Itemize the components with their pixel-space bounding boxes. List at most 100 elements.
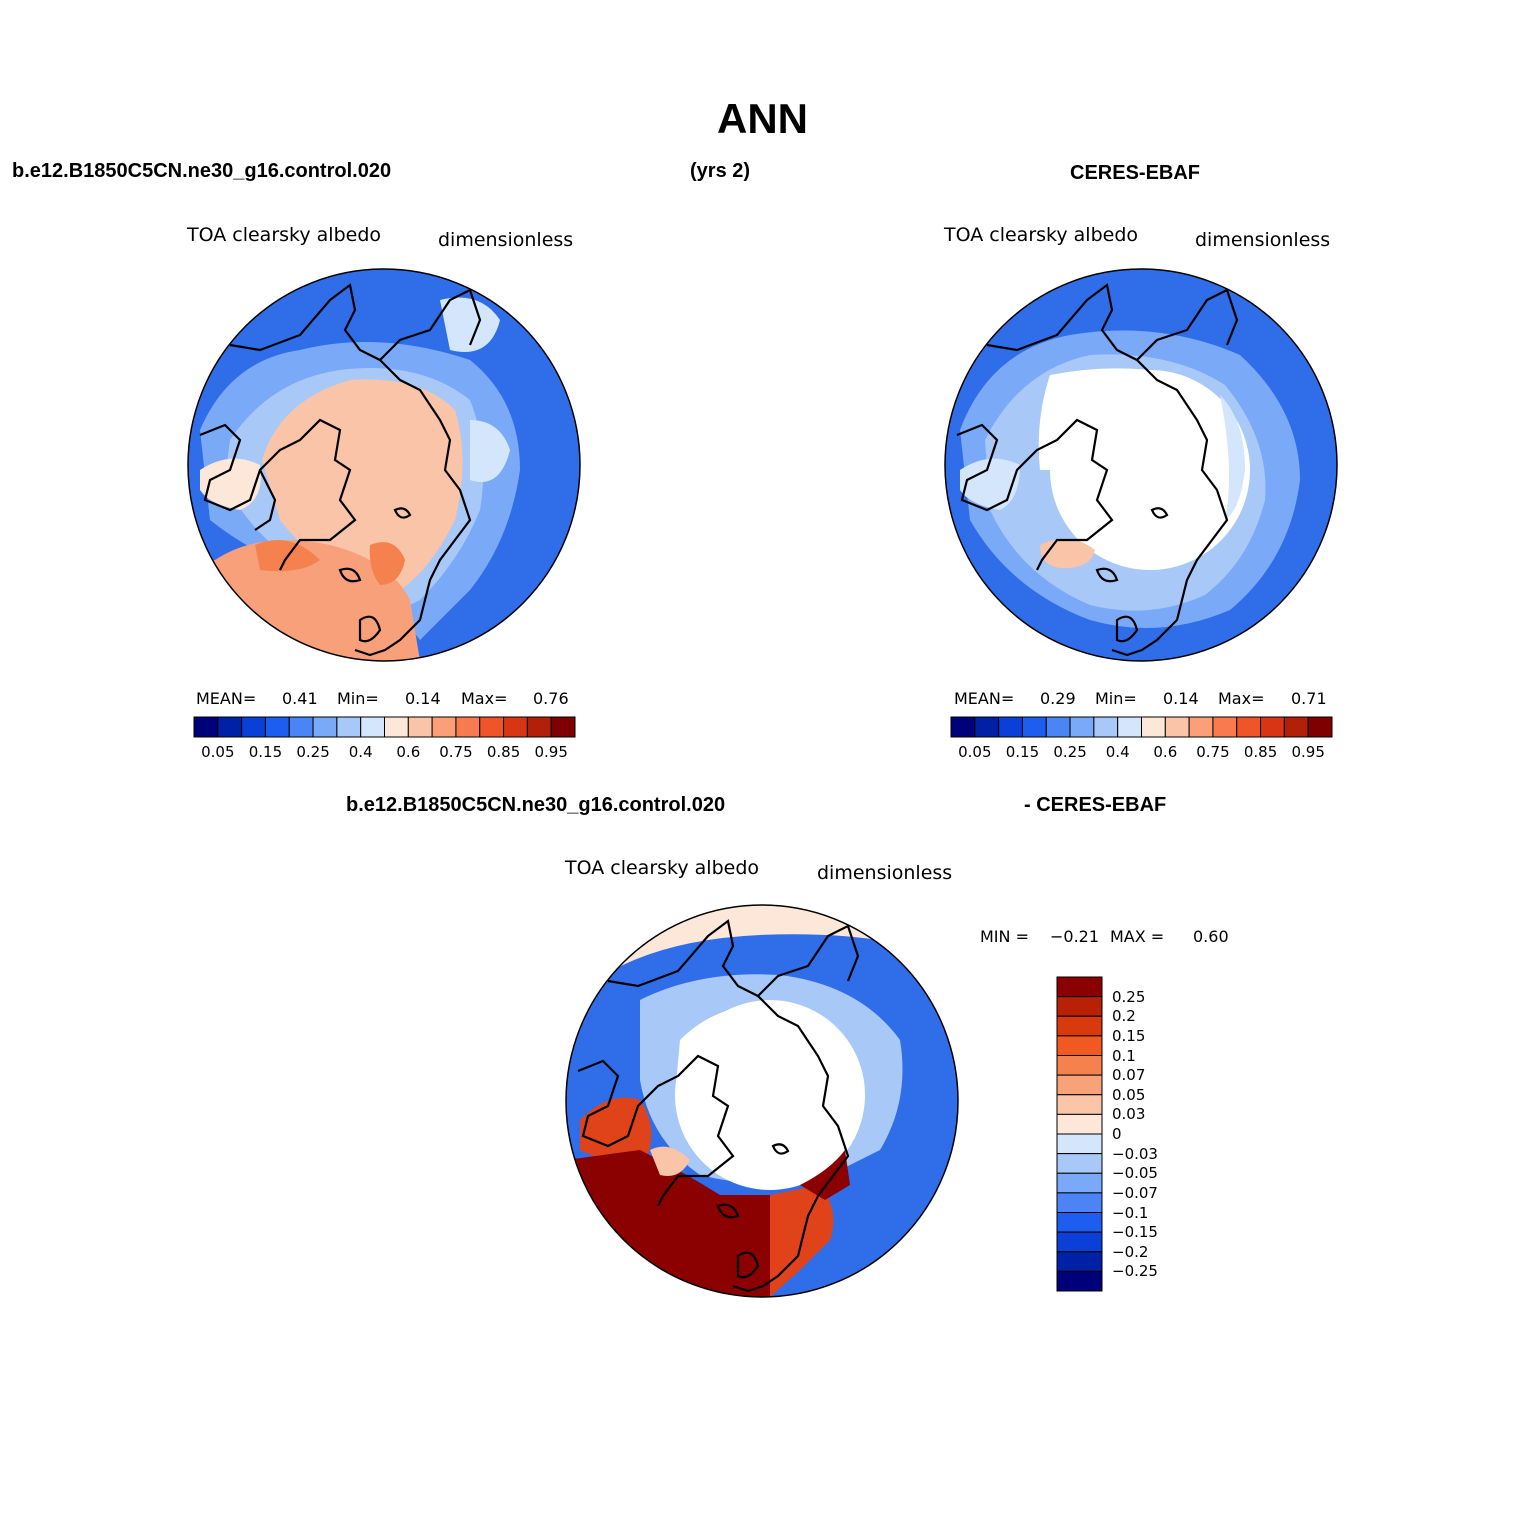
panel1-max-label: Max= (461, 689, 508, 708)
colorbar-diff-swatch (1056, 1094, 1103, 1115)
colorbar-diff-swatch (1056, 1055, 1103, 1076)
colorbar-diff-tick-label: 0.1 (1112, 1046, 1136, 1065)
colorbar-obs-tick-label: 0.4 (1105, 743, 1130, 761)
colorbar-diff-swatch (1056, 1212, 1103, 1233)
colorbar-model-swatch (550, 716, 576, 738)
colorbar-model-swatch (431, 716, 457, 738)
colorbar-obs-tick-label: 0.05 (958, 743, 992, 761)
colorbar-obs-swatch (1307, 716, 1333, 738)
panel1-mean-value: 0.41 (282, 689, 318, 708)
colorbar-model-swatch (455, 716, 481, 738)
diff-header-obs-name: - CERES-EBAF (1024, 794, 1167, 816)
colorbar-model-swatch (384, 716, 409, 738)
colorbar-model-swatch (360, 716, 385, 738)
colorbar-diff-swatch (1056, 1192, 1103, 1213)
diff-header-case-name: b.e12.B1850C5CN.ne30_g16.control.020 (346, 794, 726, 816)
panel3-min-value: −0.21 (1050, 927, 1100, 946)
colorbar-diff-swatch (1056, 1251, 1103, 1272)
panel1-min-label: Min= (337, 689, 379, 708)
colorbar-obs-swatch (1260, 716, 1285, 738)
colorbar-model-swatch (312, 716, 338, 738)
panel2-units: dimensionless (1195, 229, 1331, 251)
colorbar-diff-tick-label: −0.1 (1112, 1203, 1149, 1222)
colorbar-obs-tick-label: 0.25 (1053, 743, 1087, 761)
colorbar-obs-tick-label: 0.95 (1291, 743, 1325, 761)
colorbar-obs-tick-label: 0.85 (1243, 743, 1278, 761)
colorbar-obs-swatch (1045, 716, 1071, 738)
colorbar-model-swatch (193, 716, 219, 738)
colorbar-obs-swatch (1283, 716, 1309, 738)
colorbar-model-tick-label: 0.85 (486, 743, 521, 761)
colorbar-diff-swatch (1056, 1231, 1103, 1253)
panel2-max-value: 0.71 (1291, 689, 1327, 708)
colorbar-diff-tick-label: 0.2 (1112, 1007, 1136, 1026)
colorbar-model-tick-label: 0.95 (534, 743, 568, 761)
panel2-max-label: Max= (1218, 689, 1265, 708)
panel2-mean-value: 0.29 (1040, 689, 1076, 708)
panel2-min-value: 0.14 (1163, 689, 1199, 708)
colorbar-model-swatch (264, 716, 290, 738)
colorbar-model-tick-label: 0.25 (296, 743, 330, 761)
colorbar-diff-swatch (1056, 1035, 1103, 1056)
colorbar-diff-tick-label: −0.07 (1112, 1183, 1158, 1202)
colorbar-model-tick-label: 0.4 (348, 743, 373, 761)
colorbar-model-swatch (336, 716, 362, 738)
colorbar-diff-tick-label: 0.05 (1112, 1085, 1146, 1104)
colorbar-diff-swatch (1056, 996, 1103, 1017)
panel3-max-label: MAX = (1110, 927, 1165, 946)
colorbar-model-tick-label: 0.75 (439, 743, 473, 761)
header-obs-name: CERES-EBAF (1070, 162, 1201, 184)
colorbar-diff-swatch (1056, 1153, 1103, 1174)
panel1-variable: TOA clearsky albedo (187, 224, 381, 246)
colorbar-obs-tick-label: 0.6 (1153, 743, 1178, 761)
panel1-units: dimensionless (438, 229, 574, 251)
colorbar-model-tick-label: 0.05 (201, 743, 235, 761)
colorbar-obs-swatch (998, 716, 1023, 738)
panel2-variable: TOA clearsky albedo (944, 224, 1138, 246)
colorbar-obs-swatch (1117, 716, 1142, 738)
colorbar-obs-swatch (1069, 716, 1095, 738)
colorbar-model-swatch (479, 716, 505, 738)
panel3-min-label: MIN = (980, 927, 1029, 946)
panel3-variable: TOA clearsky albedo (565, 857, 759, 879)
colorbar-model-swatch (407, 716, 433, 738)
colorbar-obs-swatch (1021, 716, 1047, 738)
colorbar-obs-tick-label: 0.15 (1005, 743, 1040, 761)
colorbar-model-swatch (217, 716, 243, 738)
colorbar-diff-swatch (1056, 1113, 1103, 1135)
colorbar-model-swatch (288, 716, 314, 738)
colorbar-diff-swatch (1056, 1074, 1103, 1096)
colorbar-diff-swatch (1056, 1133, 1103, 1155)
figure-title: ANN (717, 95, 808, 142)
panel3-units: dimensionless (817, 862, 953, 884)
colorbar-obs-swatch (1236, 716, 1262, 738)
colorbar-model-swatch (503, 716, 528, 738)
colorbar-diff-tick-label: −0.03 (1112, 1144, 1158, 1163)
colorbar-diff-tick-label: 0.15 (1112, 1026, 1146, 1045)
panel3-max-value: 0.60 (1193, 927, 1229, 946)
header-years: (yrs 2) (690, 160, 751, 182)
colorbar-diff-tick-label: 0.07 (1112, 1066, 1146, 1085)
colorbar-diff-tick-label: 0.25 (1112, 987, 1146, 1006)
panel2-min-label: Min= (1095, 689, 1137, 708)
colorbar-diff (1056, 976, 1103, 1292)
panel2-mean-label: MEAN= (954, 689, 1015, 708)
panel1-mean-label: MEAN= (196, 689, 257, 708)
model-polar-map (187, 268, 581, 662)
colorbar-diff-swatch (1056, 1172, 1103, 1194)
colorbar-diff-tick-label: 0 (1112, 1125, 1122, 1143)
colorbar-diff-tick-label: −0.2 (1112, 1242, 1149, 1261)
colorbar-model-tick-label: 0.6 (396, 743, 421, 761)
colorbar-diff-tick-label: −0.25 (1112, 1262, 1158, 1281)
colorbar-obs-swatch (1188, 716, 1214, 738)
diff-polar-map (565, 904, 959, 1298)
colorbar-model-swatch (241, 716, 266, 738)
colorbar-obs-swatch (950, 716, 976, 738)
colorbar-obs-tick-label: 0.75 (1196, 743, 1230, 761)
colorbar-model-swatch (526, 716, 552, 738)
colorbar-obs-swatch (1164, 716, 1190, 738)
colorbar-obs-swatch (1093, 716, 1119, 738)
colorbar-diff-tick-label: −0.05 (1112, 1164, 1158, 1183)
colorbar-diff-tick-label: −0.15 (1112, 1223, 1158, 1242)
